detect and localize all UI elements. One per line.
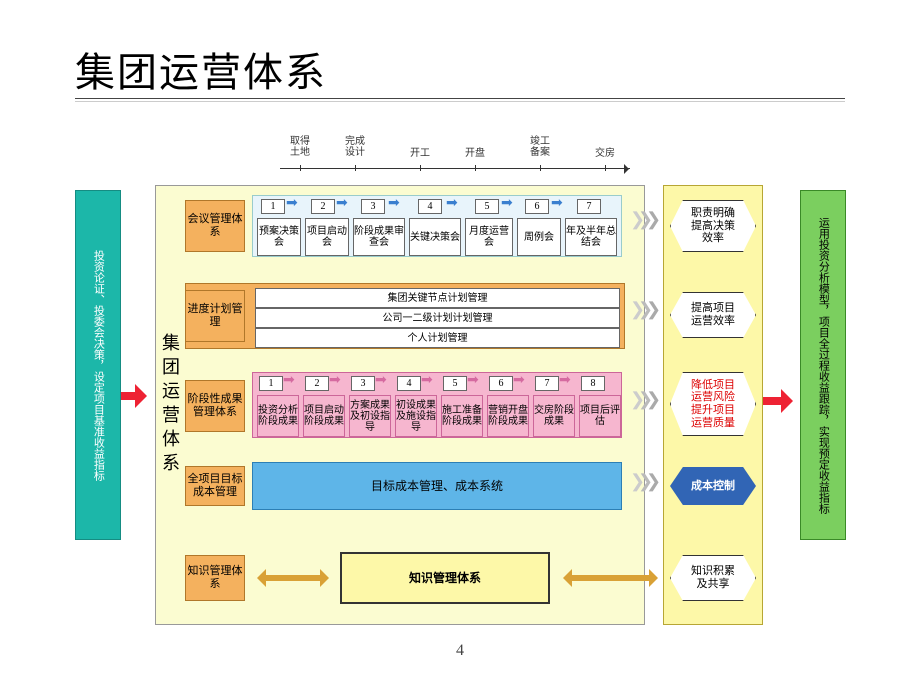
gold-arrow-right: [568, 575, 653, 581]
a: ➡: [286, 197, 298, 211]
r3n2: 2: [305, 376, 329, 391]
row2-body: 集团关键节点计划管理 公司一二级计划计划管理 个人计划管理: [255, 286, 620, 346]
r2l1: 集团关键节点计划管理: [255, 288, 620, 308]
r3i7: 交房阶段成果: [533, 395, 575, 437]
a: ➡: [501, 197, 513, 211]
gold-arrow-left: [262, 575, 324, 581]
tl1: 取得土地: [288, 137, 312, 158]
r1i2: 项目启动会: [305, 218, 349, 256]
page-title: 集团运营体系: [75, 40, 327, 98]
right-panel: 运用投资分析模型，项目全过程收益跟踪，实现预定收益指标: [800, 190, 846, 540]
r3n6: 6: [489, 376, 513, 391]
hex3b: 提升项目 运营质量: [691, 404, 735, 429]
r3i2: 项目启动阶段成果: [303, 395, 345, 437]
hex4: 成本控制: [670, 467, 756, 505]
right-panel-text: 运用投资分析模型，项目全过程收益跟踪，实现预定收益指标: [805, 195, 841, 535]
r3n8: 8: [581, 376, 605, 391]
tl3: 开工: [408, 149, 432, 160]
r3i5: 施工准备阶段成果: [441, 395, 483, 437]
r2l3: 个人计划管理: [255, 328, 620, 348]
r2l2: 公司一二级计划计划管理: [255, 308, 620, 328]
r3n3: 3: [351, 376, 375, 391]
category-strip: 集团运营体系: [158, 295, 182, 515]
r3n1: 1: [259, 376, 283, 391]
category-label: 集团运营体系: [158, 295, 182, 515]
hex1: 职责明确 提高决策 效率: [670, 200, 756, 252]
r1i7: 年及半年总结会: [565, 218, 617, 256]
r1n4: 4: [418, 199, 442, 214]
row2-label2: 进度计划管理: [185, 290, 245, 342]
row3-body: 1 2 3 4 5 6 7 8 ➡ ➡ ➡ ➡ ➡ ➡ ➡ 投资分析阶段成果 项…: [252, 372, 622, 438]
row1-label: 会议管理体系: [185, 200, 245, 252]
chev1: ❯❯❯: [630, 210, 660, 250]
row1-body: 1 2 3 4 5 6 7 ➡ ➡ ➡ ➡ ➡ ➡ 预案决策会 项目启动会 阶段…: [252, 195, 622, 257]
r1n5: 5: [475, 199, 499, 214]
a: ➡: [336, 197, 348, 211]
page-number: 4: [0, 642, 920, 660]
r1i3: 阶段成果审查会: [353, 218, 405, 256]
r1n2: 2: [311, 199, 335, 214]
r1i6: 周例会: [517, 218, 561, 256]
a: ➡: [388, 197, 400, 211]
row4-body: 目标成本管理、成本系统: [252, 462, 622, 510]
row5-body: 知识管理体系: [340, 552, 550, 604]
title-underline: [75, 98, 845, 102]
r1n3: 3: [361, 199, 385, 214]
r1i4: 关键决策会: [409, 218, 461, 256]
r3i6: 营销开盘阶段成果: [487, 395, 529, 437]
a: ➡: [446, 197, 458, 211]
tl5: 竣工备案: [528, 137, 552, 158]
r3n5: 5: [443, 376, 467, 391]
left-panel-text: 投资论证、投委会决策，设定项目基准收益指标: [80, 195, 116, 535]
hex3a: 降低项目 运营风险: [691, 379, 735, 404]
r1i1: 预案决策会: [257, 218, 301, 256]
left-panel: 投资论证、投委会决策，设定项目基准收益指标: [75, 190, 121, 540]
chev2: ❯❯❯: [630, 300, 660, 340]
row4-label: 全项目目标成本管理: [185, 466, 245, 506]
tl4: 开盘: [463, 149, 487, 160]
r3i4: 初设成果及施设指导: [395, 395, 437, 437]
r3n4: 4: [397, 376, 421, 391]
row5-label: 知识管理体系: [185, 555, 245, 601]
chev4: ❯❯❯: [630, 472, 660, 512]
hex5: 知识积累 及共享: [670, 555, 756, 601]
tl6: 交房: [593, 149, 617, 160]
a: ➡: [551, 197, 563, 211]
r1n6: 6: [525, 199, 549, 214]
hex2: 提高项目 运营效率: [670, 292, 756, 338]
r3i3: 方案成果及初设指导: [349, 395, 391, 437]
r1n7: 7: [577, 199, 601, 214]
timeline: 取得土地 完成设计 开工 开盘 竣工备案 交房: [280, 135, 630, 185]
r1i5: 月度运营会: [465, 218, 513, 256]
r3n7: 7: [535, 376, 559, 391]
r3i1: 投资分析阶段成果: [257, 395, 299, 437]
tl2: 完成设计: [343, 137, 367, 158]
chev3: ❯❯❯: [630, 390, 660, 430]
row3-label: 阶段性成果管理体系: [185, 380, 245, 432]
r3i8: 项目后评估: [579, 395, 621, 437]
hex3: 降低项目 运营风险 提升项目 运营质量: [670, 372, 756, 436]
r1n1: 1: [261, 199, 285, 214]
